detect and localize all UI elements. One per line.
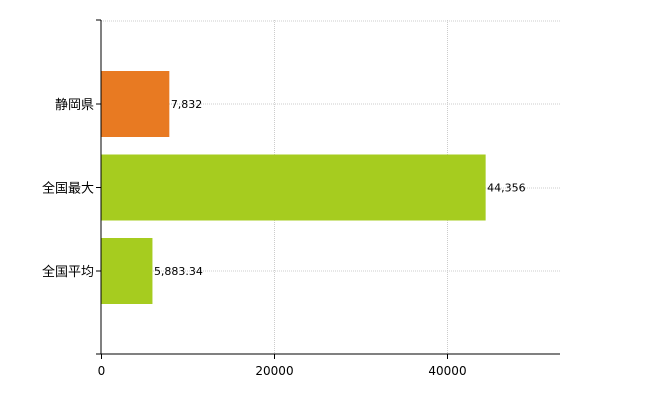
x-tick-label: 20000 xyxy=(255,364,293,378)
bar-1 xyxy=(101,154,486,221)
labels: 静岡県 7,832 全国最大 44,356 全国平均 5,883.34 0 20000 4000… xyxy=(42,98,526,378)
x-tick-label: 40000 xyxy=(428,364,466,378)
category-label: 静岡県 xyxy=(55,98,94,113)
bar-2 xyxy=(101,238,153,304)
ticks xyxy=(96,19,448,359)
category-label: 全国平均 xyxy=(42,264,94,280)
category-label: 全国最大 xyxy=(42,181,94,197)
data-label: 7,832 xyxy=(171,98,203,111)
bar-0 xyxy=(101,71,170,137)
data-label: 44,356 xyxy=(487,182,526,195)
x-tick-label: 0 xyxy=(98,364,106,378)
data-label: 5,883.34 xyxy=(154,265,203,278)
bars xyxy=(101,71,486,304)
